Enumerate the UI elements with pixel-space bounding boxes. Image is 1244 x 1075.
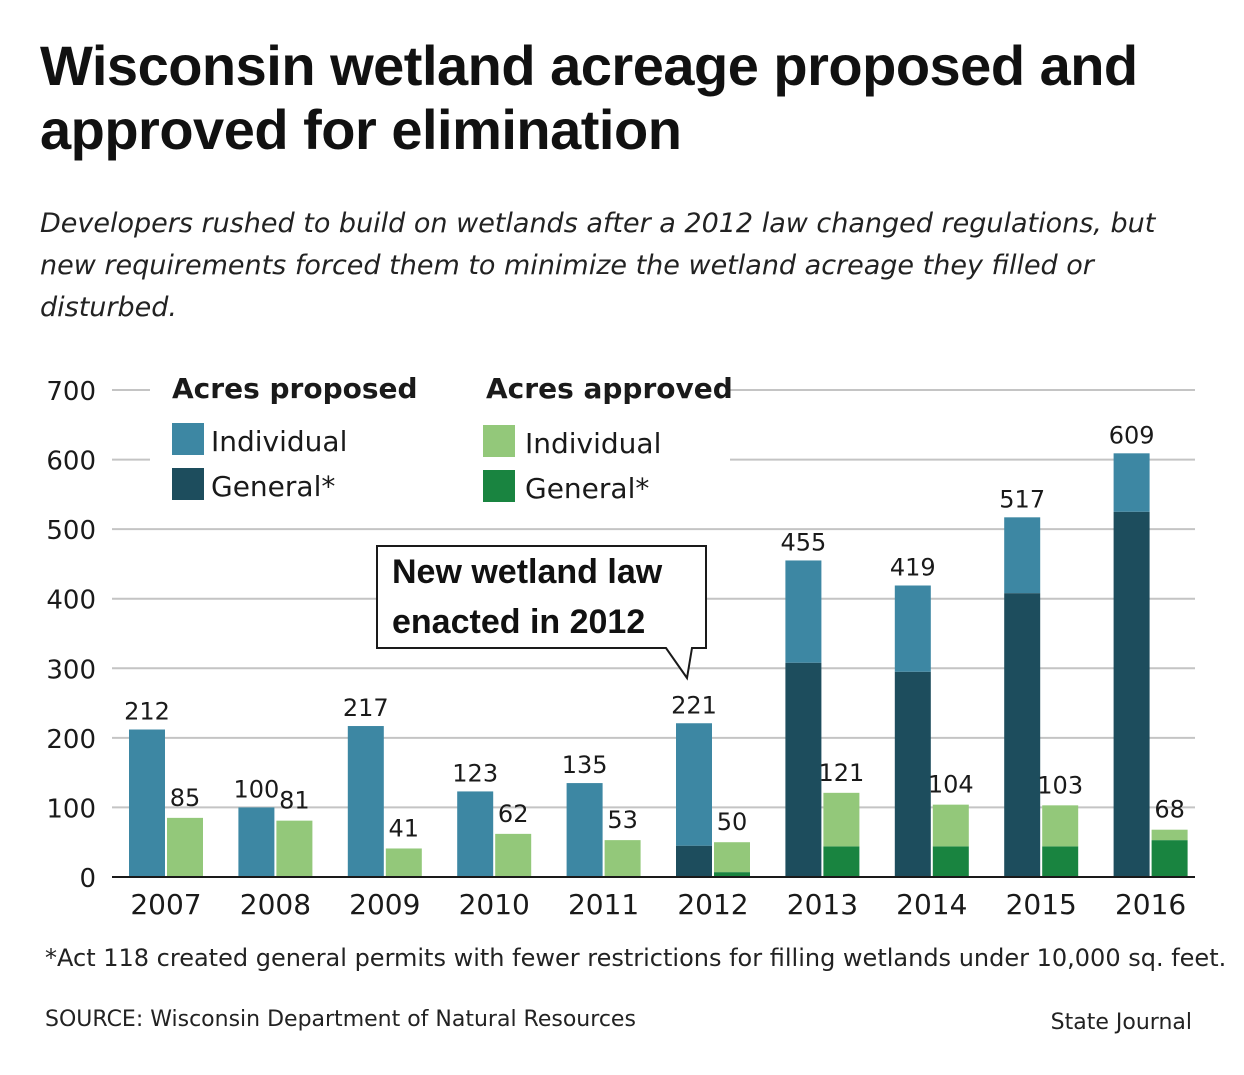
y-tick-label: 300: [46, 655, 96, 685]
data-label-proposed-2016: 609: [1109, 421, 1155, 449]
data-label-proposed-2007: 212: [124, 698, 170, 726]
data-label-proposed-2013: 455: [780, 528, 826, 556]
data-label-approved-2016: 68: [1154, 796, 1185, 824]
bar-approved-individual-2015: [1042, 805, 1079, 847]
chart-subtitle: Developers rushed to build on wetlands a…: [40, 208, 1156, 323]
x-tick-label-2008: 2008: [240, 888, 311, 921]
bar-proposed-individual-2011: [566, 783, 603, 877]
bar-approved-general-2015: [1042, 846, 1079, 877]
annotation-box: [376, 545, 707, 681]
bar-approved-individual-2010: [495, 833, 532, 877]
bar-approved-general-2013: [823, 846, 860, 877]
data-label-approved-2011: 53: [607, 806, 638, 834]
y-tick-label: 500: [46, 516, 96, 546]
data-label-approved-2015: 103: [1037, 771, 1083, 799]
data-label-approved-2010: 62: [498, 800, 529, 828]
bar-proposed-general-2012: [676, 845, 712, 877]
y-tick-label: 700: [46, 377, 96, 407]
bar-proposed-general-2014: [894, 671, 931, 877]
data-label-approved-2009: 41: [389, 814, 420, 842]
x-tick-label-2007: 2007: [130, 888, 201, 921]
legend-swatch-proposed-individual: [172, 423, 204, 455]
data-label-proposed-2015: 517: [999, 485, 1045, 513]
bar-approved-individual-2013: [823, 792, 860, 847]
bar-proposed-individual-2007: [129, 729, 165, 877]
x-tick-label-2016: 2016: [1115, 888, 1186, 921]
data-label-approved-2013: 121: [818, 759, 864, 787]
data-label-approved-2012: 50: [717, 808, 748, 836]
x-tick-label-2011: 2011: [568, 888, 639, 921]
bar-proposed-individual-2013: [785, 560, 822, 663]
source-note: SOURCE: Wisconsin Department of Natural …: [45, 1007, 636, 1032]
bar-approved-individual-2008: [276, 820, 313, 877]
y-tick-label: 0: [79, 864, 96, 894]
bar-approved-individual-2009: [385, 848, 422, 877]
legend: Acres proposed Individual General* Acres…: [150, 368, 733, 508]
data-label-proposed-2011: 135: [562, 751, 608, 779]
bar-approved-individual-2011: [604, 840, 641, 877]
y-tick-label: 100: [46, 794, 96, 824]
chart-title: Wisconsin wetland acreage proposed and a…: [40, 34, 1138, 161]
x-tick-label-2012: 2012: [677, 888, 748, 921]
x-tick-label-2013: 2013: [787, 888, 858, 921]
x-tick-label-2010: 2010: [459, 888, 530, 921]
legend-label-approved-individual: Individual: [525, 427, 661, 460]
data-label-proposed-2009: 217: [343, 694, 389, 722]
data-label-approved-2007: 85: [170, 784, 201, 812]
annotation-callout: New wetland law enacted in 2012: [376, 545, 707, 681]
data-label-approved-2008: 81: [279, 787, 310, 815]
bar-approved-individual-2016: [1151, 829, 1188, 841]
bar-approved-individual-2007: [167, 817, 203, 877]
legend-label-approved-general: General*: [525, 472, 649, 505]
legend-swatch-approved-individual: [483, 425, 515, 457]
legend-header-approved: Acres approved: [486, 372, 733, 405]
bars: [129, 453, 1188, 877]
bar-approved-general-2014: [932, 846, 969, 877]
y-axis: 0 100 200 300 400 500 600 700: [46, 377, 96, 894]
bar-approved-general-2012: [714, 872, 750, 877]
credit: State Journal: [1050, 1010, 1192, 1035]
y-tick-label: 200: [46, 725, 96, 755]
bar-proposed-individual-2009: [347, 726, 384, 877]
bar-proposed-individual-2016: [1113, 453, 1150, 512]
legend-background: [150, 368, 730, 508]
data-label-proposed-2010: 123: [452, 759, 498, 787]
bar-approved-individual-2012: [714, 842, 750, 873]
data-label-approved-2014: 104: [928, 771, 974, 799]
bar-proposed-individual-2010: [457, 791, 494, 877]
x-tick-label-2014: 2014: [896, 888, 967, 921]
bar-proposed-individual-2012: [676, 723, 712, 846]
x-axis: 2007 2008 2009 2010 2011 2012 2013 2014 2015 2016: [112, 876, 1195, 921]
legend-swatch-proposed-general: [172, 468, 204, 500]
x-tick-label-2009: 2009: [349, 888, 420, 921]
bar-proposed-individual-2014: [894, 585, 931, 672]
bar-proposed-general-2016: [1113, 511, 1150, 877]
bar-approved-general-2016: [1151, 840, 1188, 877]
legend-header-proposed: Acres proposed: [172, 372, 418, 405]
x-tick-label-2015: 2015: [1006, 888, 1077, 921]
bar-proposed-general-2013: [785, 662, 822, 877]
data-label-proposed-2014: 419: [890, 554, 936, 582]
legend-label-proposed-general: General*: [211, 470, 335, 503]
bar-proposed-general-2015: [1004, 593, 1041, 877]
bar-proposed-individual-2015: [1004, 517, 1041, 594]
annotation-line-2: enacted in 2012: [392, 603, 645, 641]
bar-approved-individual-2014: [932, 804, 969, 847]
y-tick-label: 600: [46, 447, 96, 477]
bar-proposed-individual-2008: [238, 807, 275, 877]
data-label-proposed-2012: 221: [671, 691, 717, 719]
legend-label-proposed-individual: Individual: [211, 425, 347, 458]
annotation-line-1: New wetland law: [392, 553, 663, 591]
y-tick-label: 400: [46, 586, 96, 616]
data-label-proposed-2008: 100: [233, 775, 279, 803]
legend-swatch-approved-general: [483, 470, 515, 502]
footnote: *Act 118 created general permits with fe…: [45, 944, 1227, 972]
